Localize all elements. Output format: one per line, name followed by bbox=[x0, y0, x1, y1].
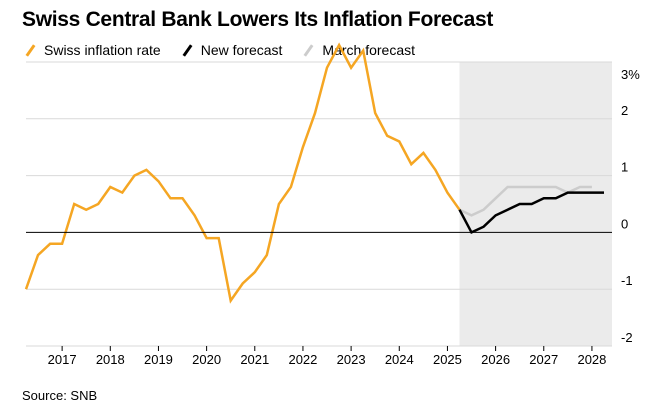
x-tick-label: 2025 bbox=[433, 352, 462, 367]
y-tick-label: 3% bbox=[621, 67, 640, 82]
x-tick-label: 2022 bbox=[288, 352, 317, 367]
x-tick-label: 2019 bbox=[144, 352, 173, 367]
y-tick-label: 0 bbox=[621, 216, 628, 231]
series-layer bbox=[24, 42, 604, 304]
legend-item-inflation: Swiss inflation rate bbox=[22, 42, 161, 58]
legend: Swiss inflation rate New forecast March … bbox=[22, 40, 433, 60]
x-tick-label: 2021 bbox=[240, 352, 269, 367]
gridlines-layer bbox=[26, 61, 612, 347]
legend-item-march-forecast: March forecast bbox=[300, 42, 415, 58]
axis-layer: 3% 2 1 0 -1 -2 2017 2018 2019 2020 2021 2022 2023 202… bbox=[26, 67, 640, 367]
legend-label-inflation: Swiss inflation rate bbox=[44, 42, 161, 58]
x-tick-label: 2027 bbox=[529, 352, 558, 367]
y-tick-label: -2 bbox=[621, 330, 633, 345]
x-tick-label: 2017 bbox=[48, 352, 77, 367]
legend-item-new-forecast: New forecast bbox=[179, 42, 283, 58]
x-tick-label: 2023 bbox=[337, 352, 366, 367]
series-line-new-forecast bbox=[458, 191, 604, 235]
x-tick-label: 2018 bbox=[96, 352, 125, 367]
y-tick-label: 2 bbox=[621, 103, 628, 118]
chart-title: Swiss Central Bank Lowers Its Inflation … bbox=[22, 8, 494, 31]
source-note: Source: SNB bbox=[22, 388, 98, 403]
x-tick-label: 2028 bbox=[577, 352, 606, 367]
x-tick-label: 2026 bbox=[481, 352, 510, 367]
legend-label-march-forecast: March forecast bbox=[322, 42, 416, 58]
series-line-swiss-inflation-rate bbox=[24, 42, 461, 304]
forecast-shading-layer bbox=[459, 62, 612, 346]
x-tick-label: 2024 bbox=[385, 352, 414, 367]
y-tick-label: -1 bbox=[621, 273, 633, 288]
y-tick-label: 1 bbox=[621, 160, 628, 175]
legend-label-new-forecast: New forecast bbox=[200, 42, 283, 58]
x-tick-label: 2020 bbox=[192, 352, 221, 367]
forecast-shaded-region bbox=[459, 62, 612, 346]
